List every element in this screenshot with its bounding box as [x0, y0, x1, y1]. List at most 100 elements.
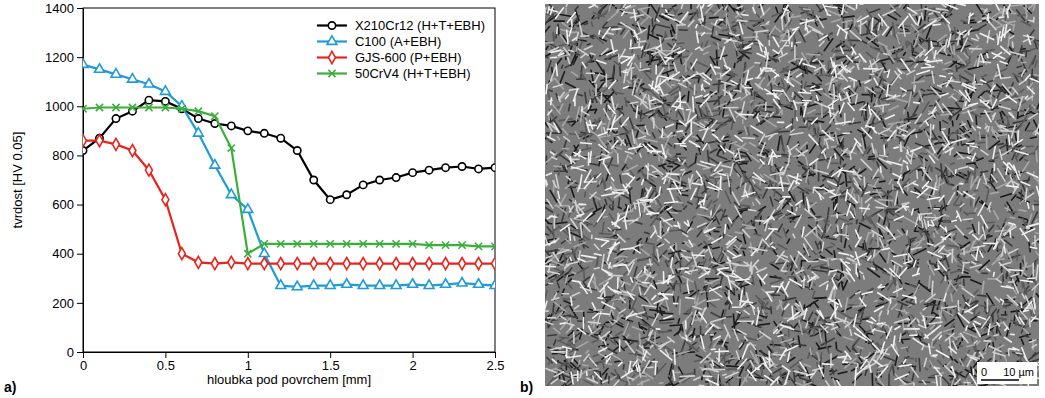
marker — [442, 258, 449, 270]
tick-mark — [165, 352, 166, 358]
marker — [376, 240, 383, 247]
marker — [261, 130, 268, 137]
tick-mark — [495, 352, 496, 358]
marker — [457, 278, 467, 287]
tick: 2 — [409, 352, 416, 373]
tick-mark — [77, 155, 83, 156]
marker — [244, 258, 251, 270]
marker — [95, 64, 105, 73]
panel-label: b) — [520, 379, 533, 395]
tick-label: 0 — [80, 358, 87, 373]
marker — [261, 240, 268, 247]
marker — [343, 191, 350, 198]
y-axis: 0200400600800100012001400 — [45, 1, 83, 360]
tick: 400 — [52, 246, 83, 261]
marker — [327, 196, 334, 203]
tick: 800 — [52, 148, 83, 163]
marker — [458, 163, 465, 170]
marker — [490, 280, 495, 289]
marker — [360, 240, 367, 247]
tick: 0 — [67, 345, 83, 360]
tick-label: 0.5 — [157, 358, 175, 373]
marker — [294, 240, 301, 247]
tick-label: 2 — [409, 358, 416, 373]
marker — [195, 256, 202, 268]
marker — [83, 147, 87, 154]
tick-label: 1 — [245, 358, 252, 373]
marker — [475, 243, 482, 250]
marker — [375, 280, 385, 289]
marker — [276, 280, 286, 289]
plot-frame — [83, 8, 495, 352]
tick-mark — [77, 254, 83, 255]
marker — [425, 242, 432, 249]
marker — [325, 280, 335, 289]
tick-label: 800 — [52, 148, 74, 163]
tick-label: 2.5 — [486, 358, 504, 373]
legend-marker — [328, 22, 335, 29]
marker — [409, 240, 416, 247]
legend-label: X210Cr12 (H+T+EBH) — [355, 18, 485, 33]
scale-bar-line — [981, 379, 1019, 381]
marker — [259, 248, 269, 257]
marker — [458, 242, 465, 249]
tick: 200 — [52, 296, 83, 311]
tick-mark — [77, 57, 83, 58]
marker — [162, 194, 169, 206]
scale-bar-ground — [977, 362, 1037, 384]
marker — [195, 108, 202, 115]
series-line — [83, 100, 495, 200]
plot-area — [83, 59, 495, 290]
tick-label: 1200 — [45, 50, 74, 65]
marker — [474, 279, 484, 288]
micrograph-texture — [545, 4, 1039, 386]
tick: 1.5 — [322, 352, 340, 373]
marker — [459, 258, 466, 270]
marker — [310, 176, 317, 183]
marker — [360, 181, 367, 188]
marker — [475, 258, 482, 270]
marker — [228, 256, 235, 268]
tick: 0 — [80, 352, 87, 373]
tick: 600 — [52, 197, 83, 212]
tick-mark — [77, 205, 83, 206]
marker — [129, 144, 136, 156]
marker — [425, 167, 432, 174]
micrograph — [545, 4, 1039, 386]
marker — [408, 279, 418, 288]
marker — [178, 105, 185, 112]
micrograph-texture — [545, 4, 1039, 386]
scale-bar-label: 0 — [981, 366, 987, 378]
marker — [277, 258, 284, 270]
tick-mark — [77, 106, 83, 107]
marker — [491, 243, 495, 250]
tick-mark — [77, 352, 83, 353]
legend-label: 50CrV4 (H+T+EBH) — [355, 66, 471, 81]
scale-bar: 010 µm — [977, 362, 1037, 384]
figure: 00.511.522.50200400600800100012001400hlo… — [0, 0, 1045, 398]
tick-mark — [83, 352, 84, 358]
tick-label: 0 — [67, 345, 74, 360]
tick-label: 1400 — [45, 1, 74, 16]
legend-item: 50CrV4 (H+T+EBH) — [317, 66, 471, 81]
marker — [391, 280, 401, 289]
marker — [392, 174, 399, 181]
marker — [112, 138, 119, 150]
tick-label: 600 — [52, 197, 74, 212]
marker — [442, 164, 449, 171]
marker — [244, 250, 251, 257]
marker — [409, 169, 416, 176]
marker — [376, 258, 383, 270]
marker — [310, 258, 317, 270]
legend-item: GJS-600 (P+EBH) — [317, 50, 462, 65]
marker — [83, 105, 87, 112]
marker — [277, 240, 284, 247]
marker — [145, 104, 152, 111]
marker — [409, 258, 416, 270]
marker — [144, 78, 154, 87]
marker — [292, 281, 302, 290]
marker — [309, 280, 319, 289]
marker — [327, 258, 334, 270]
legend-label: GJS-600 (P+EBH) — [355, 50, 462, 65]
tick: 2.5 — [486, 352, 504, 373]
